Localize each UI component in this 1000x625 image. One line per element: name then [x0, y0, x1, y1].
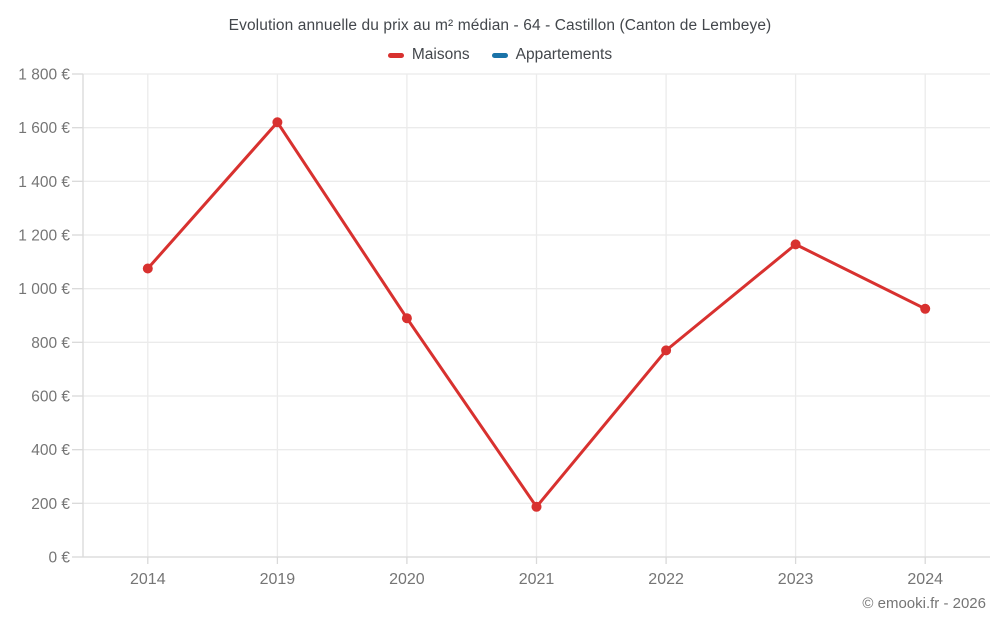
- legend-item-maisons[interactable]: Maisons: [387, 46, 470, 64]
- y-tick-label: 600 €: [31, 389, 70, 406]
- x-tick-label: 2021: [519, 571, 555, 588]
- y-tick-label: 800 €: [31, 335, 70, 352]
- chart-legend: Maisons Appartements: [0, 46, 1000, 64]
- legend-item-appartements[interactable]: Appartements: [491, 46, 613, 64]
- x-tick-label: 2014: [130, 571, 166, 588]
- legend-label-maisons: Maisons: [411, 46, 470, 63]
- y-tick-label: 200 €: [31, 496, 70, 513]
- copyright-credit: © emooki.fr - 2026: [862, 595, 986, 612]
- y-tick-label: 1 800 €: [18, 67, 70, 84]
- maisons-point-2020[interactable]: [401, 313, 412, 324]
- y-tick-label: 400 €: [31, 442, 70, 459]
- chart-title: Evolution annuelle du prix au m² médian …: [228, 17, 772, 34]
- y-tick-label: 1 600 €: [18, 120, 70, 137]
- y-tick-label: 1 400 €: [18, 174, 70, 191]
- y-tick-label: 0 €: [48, 550, 70, 567]
- x-tick-label: 2019: [260, 571, 296, 588]
- legend-label-appartements: Appartements: [515, 46, 613, 63]
- x-tick-label: 2022: [648, 571, 684, 588]
- x-tick-label: 2024: [907, 571, 943, 588]
- maisons-point-2019[interactable]: [272, 117, 283, 128]
- x-tick-label: 2020: [389, 571, 425, 588]
- maisons-point-2021[interactable]: [531, 501, 542, 512]
- y-tick-label: 1 200 €: [18, 228, 70, 245]
- appartements-series-swatch-icon: [491, 52, 508, 58]
- x-tick-label: 2023: [778, 571, 814, 588]
- maisons-point-2023[interactable]: [790, 239, 801, 250]
- maisons-point-2024[interactable]: [920, 303, 931, 314]
- maisons-series-swatch-icon: [387, 52, 404, 58]
- maisons-point-2014[interactable]: [142, 263, 153, 274]
- maisons-point-2022[interactable]: [661, 345, 672, 356]
- y-tick-label: 1 000 €: [18, 281, 70, 298]
